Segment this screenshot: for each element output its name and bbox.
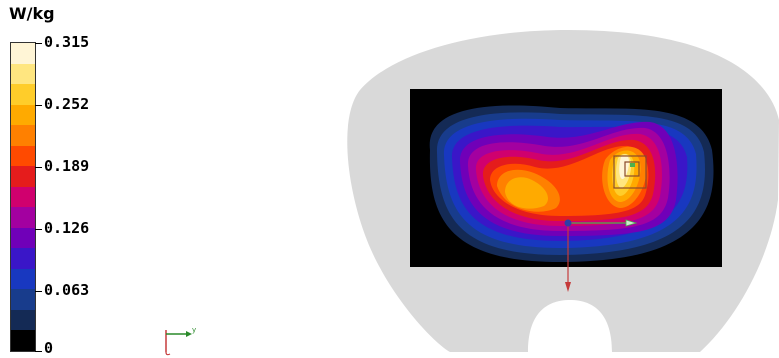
legend-tick-label: 0.189 xyxy=(44,157,90,175)
sar-heatmap xyxy=(429,105,714,262)
color-legend-bar xyxy=(10,42,36,352)
legend-color-swatch xyxy=(11,186,35,208)
legend-color-swatch xyxy=(11,268,35,290)
legend-tick-label-max: 0.315 xyxy=(44,33,90,51)
legend-tick-mark xyxy=(35,229,42,230)
legend-color-swatch xyxy=(11,145,35,167)
origin-marker xyxy=(564,219,572,227)
legend-color-swatch xyxy=(11,63,35,85)
legend-color-swatch xyxy=(11,207,35,228)
legend-color-swatch xyxy=(11,104,35,126)
probe-zoom-box-inner xyxy=(624,161,640,177)
legend-tick-mark xyxy=(35,43,42,44)
x-axis-arrowhead xyxy=(625,219,638,227)
legend-tick-label: 0.126 xyxy=(44,219,90,237)
legend-color-swatch xyxy=(11,84,35,105)
legend-tick-label: 0.252 xyxy=(44,95,90,113)
legend-color-swatch xyxy=(11,166,35,187)
legend-color-swatch xyxy=(11,227,35,249)
legend-tick-label: 0.063 xyxy=(44,281,90,299)
legend-unit: W/kg xyxy=(9,4,55,23)
legend-tick-mark xyxy=(35,167,42,168)
legend-color-swatch xyxy=(11,330,35,351)
axis-orientation-icon: y xyxy=(165,326,196,356)
svg-text:y: y xyxy=(192,326,196,334)
legend-tick-mark xyxy=(35,105,42,106)
legend-color-swatch xyxy=(11,309,35,331)
legend-color-swatch xyxy=(11,289,35,310)
legend-color-swatch xyxy=(11,43,35,64)
z-axis-arrowhead xyxy=(565,282,571,292)
legend-color-swatch xyxy=(11,125,35,146)
probe-zoom-box-outer xyxy=(613,155,647,189)
probe-peak-marker xyxy=(630,163,635,167)
legend-tick-label-min: 0 xyxy=(44,339,54,357)
legend-color-swatch xyxy=(11,248,35,269)
legend-tick-mark xyxy=(35,291,42,292)
legend-tick-mark xyxy=(35,351,42,352)
